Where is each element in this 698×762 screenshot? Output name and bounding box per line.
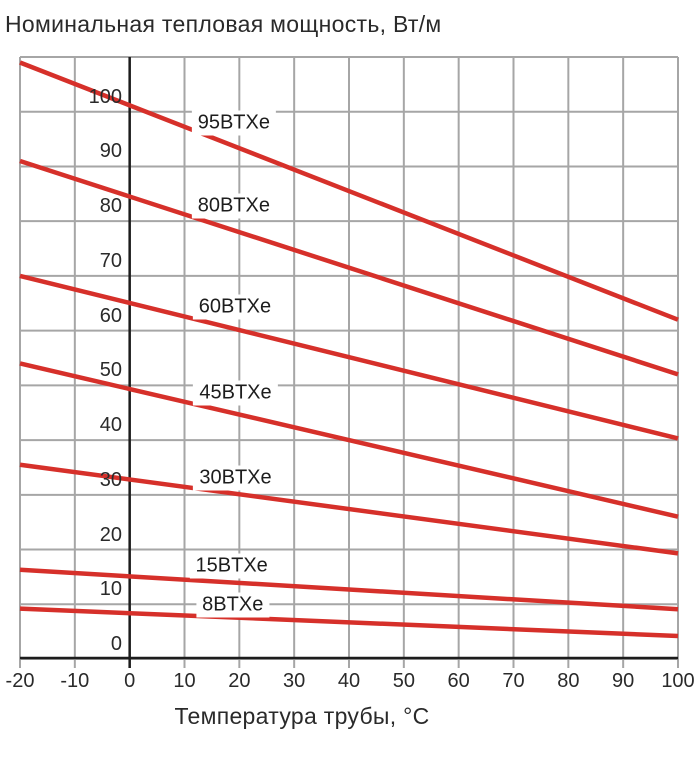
chart-title: Номинальная тепловая мощность, Вт/м <box>5 11 442 37</box>
y-tick-label: 80 <box>99 195 122 218</box>
y-tick-label: 40 <box>99 414 122 437</box>
series-line-60btxe <box>19 273 679 441</box>
x-tick-label: 90 <box>612 670 635 692</box>
x-tick-label: 40 <box>337 670 361 692</box>
x-tick-label: 30 <box>283 670 306 692</box>
x-tick-label: 20 <box>228 670 251 692</box>
y-tick-label: 0 <box>110 633 122 655</box>
y-tick-label: 60 <box>99 304 122 327</box>
y-tick-label: 20 <box>99 523 122 546</box>
series-label-15btxe: 15BTXe <box>189 553 274 579</box>
y-tick-label: 90 <box>99 140 122 163</box>
x-tick-label: 60 <box>447 670 470 692</box>
y-tick-label: 50 <box>99 359 122 382</box>
series-label-45btxe: 45BTXe <box>193 380 278 406</box>
x-tick-label: 10 <box>173 670 196 692</box>
x-tick-label: 80 <box>557 670 580 692</box>
y-tick-label: 100 <box>88 85 122 108</box>
series-line-8btxe <box>19 606 679 639</box>
x-tick-label: 50 <box>392 670 415 692</box>
y-tick-label: 70 <box>99 249 122 272</box>
series-label-8btxe: 8BTXe <box>196 592 270 618</box>
series-line-30btxe <box>19 462 679 556</box>
series-label-95btxe: 95BTXe <box>191 110 276 136</box>
x-tick-label: 0 <box>124 670 136 692</box>
x-tick-label: 100 <box>661 670 695 692</box>
series-label-60btxe: 60BTXe <box>192 294 278 320</box>
series-label-30btxe: 30BTXe <box>193 465 278 491</box>
y-tick-label: 10 <box>99 578 122 601</box>
x-axis-title: Температура трубы, °C <box>174 703 430 729</box>
y-tick-label: 30 <box>99 468 122 491</box>
x-tick-label: -10 <box>60 670 90 692</box>
series-label-80btxe: 80BTXe <box>191 193 276 219</box>
series-line-95btxe <box>19 60 679 322</box>
series-line-15btxe <box>19 567 679 612</box>
x-tick-label: 70 <box>502 670 525 692</box>
series-line-80btxe <box>19 158 679 377</box>
series-line-45btxe <box>19 361 679 519</box>
x-tick-label: -20 <box>5 670 35 692</box>
